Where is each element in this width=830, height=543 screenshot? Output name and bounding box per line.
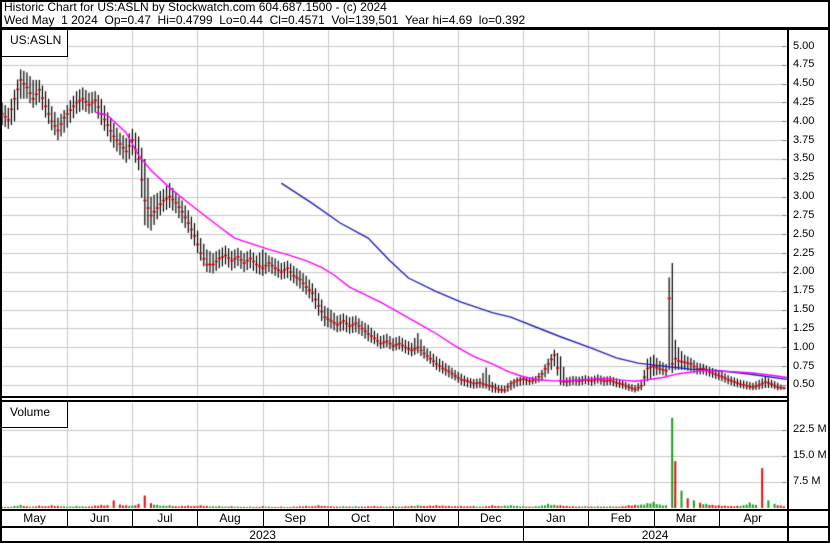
header-divider xyxy=(0,27,830,30)
year-row-top-border xyxy=(0,526,830,528)
right-axis-divider xyxy=(787,27,789,543)
price-volume-divider-bottom xyxy=(0,400,789,402)
symbol-label-box: US:ASLN xyxy=(2,30,68,57)
volume-label: Volume xyxy=(10,405,51,419)
chart-title: Historic Chart for US:ASLN by Stockwatch… xyxy=(4,0,387,14)
quote-summary-line: Wed May 1 2024 Op=0.47 Hi=0.4799 Lo=0.44… xyxy=(4,13,526,27)
price-volume-divider-top xyxy=(0,396,789,398)
month-row-top-border xyxy=(0,509,830,511)
volume-label-box: Volume xyxy=(2,402,68,428)
symbol-label: US:ASLN xyxy=(10,33,62,47)
